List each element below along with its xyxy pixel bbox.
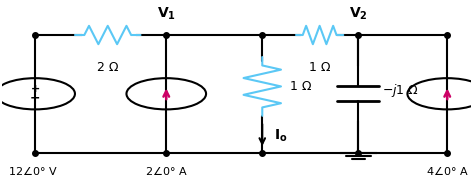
Text: $12\angle 0°$ V: $12\angle 0°$ V [8, 164, 58, 177]
Text: $\mathbf{V_1}$: $\mathbf{V_1}$ [157, 6, 176, 22]
Text: $\mathbf{I_o}$: $\mathbf{I_o}$ [274, 128, 287, 144]
Text: 1 Ω: 1 Ω [309, 61, 331, 74]
Text: $-j$1 Ω: $-j$1 Ω [382, 82, 418, 99]
Text: 1 Ω: 1 Ω [290, 80, 312, 93]
Text: +: + [30, 84, 40, 94]
Text: $2\angle 0°$ A: $2\angle 0°$ A [145, 164, 188, 177]
Text: −: − [30, 92, 40, 105]
Text: 2 Ω: 2 Ω [97, 61, 118, 74]
Text: $4\angle 0°$ A: $4\angle 0°$ A [426, 164, 469, 177]
Text: $\mathbf{V_2}$: $\mathbf{V_2}$ [349, 6, 368, 22]
